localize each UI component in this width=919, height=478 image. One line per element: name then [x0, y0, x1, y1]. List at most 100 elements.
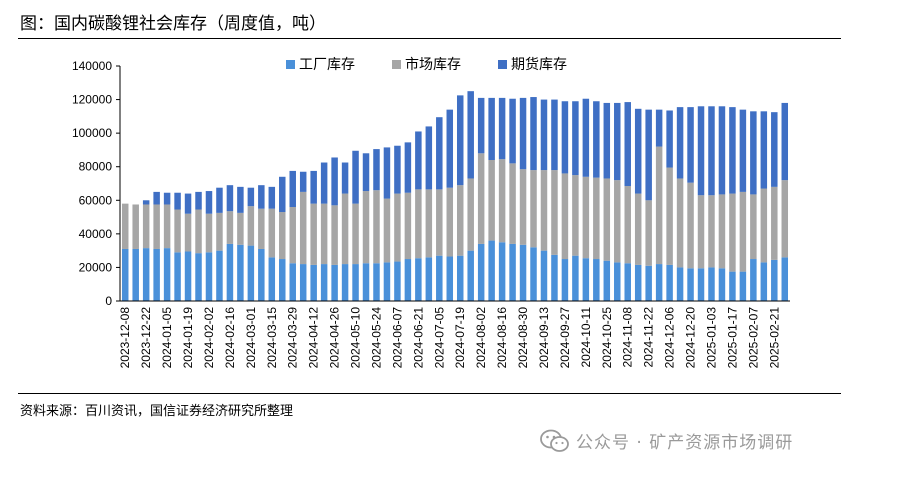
bar-factory	[781, 257, 789, 301]
bar-futures	[593, 101, 600, 178]
bar-factory	[279, 259, 286, 301]
x-tick-label: 2024-09-27	[558, 307, 572, 369]
bar-market	[436, 189, 443, 256]
bar-futures	[163, 192, 171, 205]
bar-futures	[174, 192, 181, 210]
bar-futures	[655, 109, 663, 147]
bar-factory	[488, 240, 495, 301]
bar-futures	[750, 111, 757, 195]
x-tick-label: 2025-02-07	[746, 307, 760, 369]
bar-factory	[739, 271, 747, 301]
bar-futures	[289, 170, 296, 207]
bar-factory	[561, 259, 569, 301]
bar-market	[729, 193, 736, 272]
x-tick-label: 2024-06-07	[390, 307, 404, 369]
bar-market	[404, 192, 412, 260]
x-tick-label: 2023-12-08	[118, 307, 132, 369]
bar-futures	[195, 191, 202, 210]
bar-factory	[666, 264, 673, 301]
bar-futures	[425, 126, 433, 190]
x-tick-label: 2024-08-30	[516, 307, 530, 369]
bar-market	[184, 213, 192, 252]
bar-market	[331, 205, 338, 265]
bar-market	[603, 178, 611, 261]
bar-factory	[132, 248, 139, 301]
bar-factory	[750, 259, 757, 301]
bar-factory	[593, 259, 600, 301]
legend-label: 市场库存	[405, 56, 461, 73]
bar-market	[687, 182, 694, 269]
bar-factory	[320, 264, 328, 301]
bar-factory	[436, 255, 443, 301]
bar-market	[446, 187, 454, 257]
y-tick-label: 140000	[72, 59, 112, 73]
bar-futures	[645, 109, 652, 201]
bar-factory	[341, 264, 349, 301]
bar-futures	[477, 97, 485, 154]
bar-market	[320, 203, 328, 265]
bar-futures	[383, 147, 391, 199]
bar-futures	[268, 186, 276, 209]
bar-market	[498, 159, 506, 243]
watermark: 公众号 · 矿产资源市场调研	[540, 428, 793, 453]
bar-market	[279, 212, 286, 260]
bar-futures	[436, 117, 443, 190]
bar-market	[582, 176, 590, 259]
bar-futures	[582, 98, 590, 177]
bar-factory	[425, 257, 433, 301]
bar-market	[247, 206, 255, 246]
bar-factory	[645, 265, 652, 301]
bar-futures	[279, 176, 286, 213]
bar-market	[708, 195, 715, 268]
bar-market	[142, 204, 150, 249]
bar-futures	[247, 187, 255, 207]
bar-factory	[163, 248, 171, 301]
bar-market	[268, 208, 276, 258]
bar-futures	[572, 101, 579, 176]
bottom-rule	[18, 393, 841, 394]
bar-market	[781, 180, 789, 258]
bar-futures	[310, 170, 317, 204]
y-tick-label: 120000	[72, 93, 112, 107]
x-tick-label: 2024-01-19	[181, 307, 195, 369]
bar-factory	[530, 247, 537, 301]
bar-futures	[519, 97, 527, 170]
bar-factory	[446, 256, 454, 301]
bar-futures	[666, 110, 673, 168]
bar-market	[132, 204, 139, 249]
legend-label: 工厂库存	[299, 57, 355, 73]
bar-factory	[498, 242, 506, 301]
bar-futures	[603, 102, 611, 179]
bar-futures	[467, 91, 474, 179]
bar-futures	[352, 150, 359, 204]
y-tick-label: 20000	[79, 260, 113, 274]
x-tick-label: 2025-01-17	[725, 307, 739, 369]
wechat-icon	[540, 429, 569, 452]
bar-futures	[404, 142, 412, 193]
y-tick-label: 80000	[79, 160, 113, 174]
bar-factory	[226, 243, 234, 301]
bar-market	[593, 177, 600, 260]
bar-factory	[624, 263, 631, 301]
bar-market	[153, 204, 160, 249]
bar-factory	[299, 264, 307, 301]
bar-market	[634, 193, 642, 265]
bar-market	[519, 169, 527, 245]
bar-factory	[509, 243, 516, 301]
bar-market	[383, 198, 391, 263]
bar-market	[341, 193, 349, 265]
x-tick-label: 2024-12-06	[663, 307, 677, 369]
x-tick-label: 2024-08-16	[495, 307, 509, 369]
bar-factory	[519, 244, 527, 301]
bar-market	[750, 194, 757, 260]
bar-market	[195, 209, 202, 254]
bar-market	[655, 146, 663, 265]
bar-futures	[509, 98, 516, 164]
bar-futures	[530, 97, 537, 171]
stacked-bar-chart: 0 20000 40000 60000 80000 100000 120000 140000 2…	[72, 56, 790, 369]
bar-futures	[258, 185, 265, 209]
bar-factory	[582, 258, 590, 301]
bar-futures	[153, 191, 160, 205]
bar-market	[226, 211, 234, 244]
bar-factory	[237, 244, 244, 301]
